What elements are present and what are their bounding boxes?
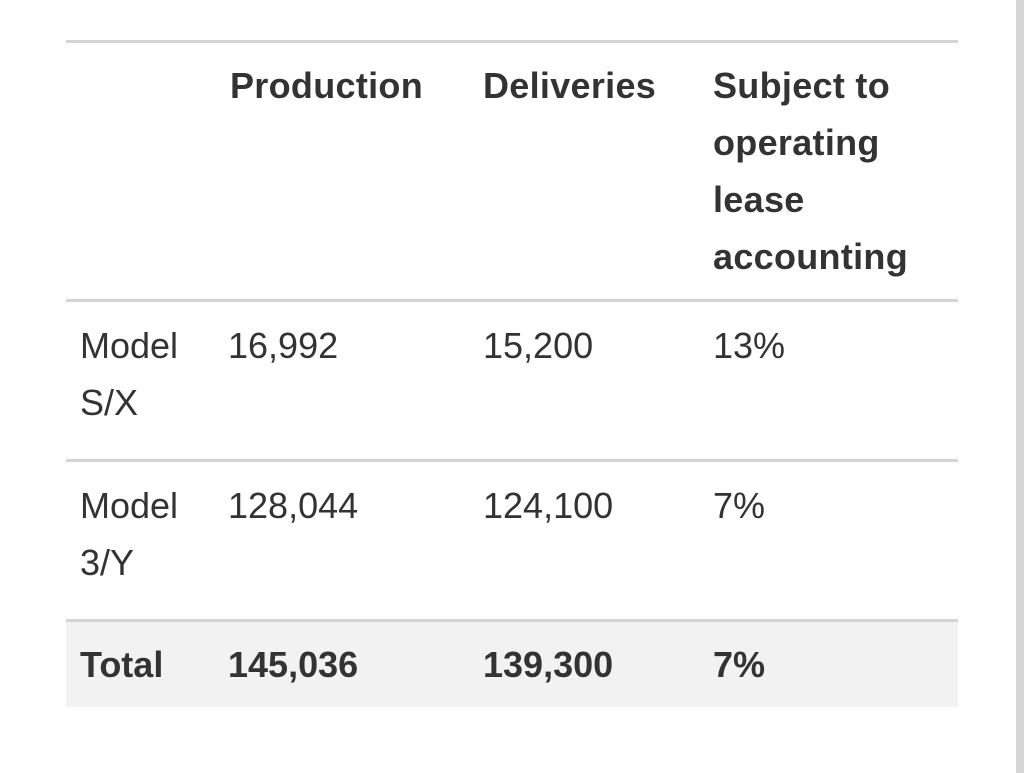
- table-total-row: Total 145,036 139,300 7%: [66, 620, 958, 707]
- vertical-scrollbar[interactable]: [1016, 0, 1024, 773]
- table-row: Model 3/Y 128,044 124,100 7%: [66, 460, 958, 622]
- table-header-row: Production Deliveries Subject to operati…: [66, 41, 958, 302]
- header-operating-lease: Subject to operating lease accounting: [699, 41, 958, 302]
- total-lease-percent-cell: 7%: [699, 620, 958, 707]
- table-row: Model S/X 16,992 15,200 13%: [66, 300, 958, 462]
- production-cell: 128,044: [216, 460, 469, 622]
- total-production-cell: 145,036: [216, 620, 469, 707]
- deliveries-cell: 15,200: [469, 300, 699, 462]
- production-deliveries-table: Production Deliveries Subject to operati…: [66, 40, 958, 707]
- total-deliveries-cell: 139,300: [469, 620, 699, 707]
- header-production: Production: [216, 41, 469, 302]
- lease-percent-cell: 7%: [699, 460, 958, 622]
- production-cell: 16,992: [216, 300, 469, 462]
- header-deliveries: Deliveries: [469, 41, 699, 302]
- total-label: Total: [66, 620, 216, 707]
- row-label: Model S/X: [66, 300, 216, 462]
- header-empty-cell: [66, 41, 216, 302]
- row-label: Model 3/Y: [66, 460, 216, 622]
- lease-percent-cell: 13%: [699, 300, 958, 462]
- data-table-container: Production Deliveries Subject to operati…: [66, 40, 958, 707]
- deliveries-cell: 124,100: [469, 460, 699, 622]
